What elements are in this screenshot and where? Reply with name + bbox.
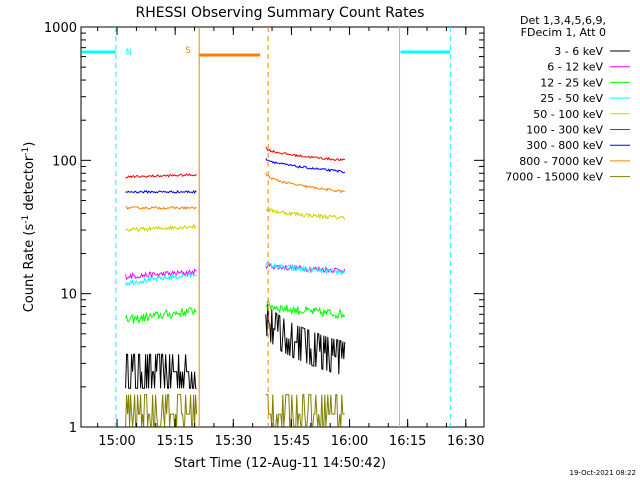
y-tick-label: 100 (52, 154, 77, 169)
series-line (265, 146, 346, 162)
series-line (125, 173, 197, 179)
x-tick-label: 15:15 (156, 434, 193, 449)
legend-label: 300 - 800 keV (526, 139, 603, 152)
axes: 1 10 100 1000 15:00 15:15 15:30 15:45 16:00 16:15… (44, 21, 485, 449)
legend-label: 3 - 6 keV (554, 45, 603, 58)
legend-label: 25 - 50 keV (540, 92, 603, 105)
legend-label: 50 - 100 keV (533, 108, 603, 121)
x-tick-label: 16:00 (331, 434, 368, 449)
footer-date: 19-Oct-2021 08:22 (570, 469, 636, 477)
series-line (125, 206, 197, 211)
y-tick-label: 10 (60, 288, 77, 303)
series-line (125, 189, 197, 195)
legend-label: 6 - 12 keV (547, 61, 603, 74)
legend-label: 100 - 300 keV (526, 124, 603, 137)
y-axis-label: Count Rate (s-1 detector-1) (21, 142, 37, 313)
legend: Det 1,3,4,5,6,9,FDecim 1, Att 0 3 - 6 keV… (505, 14, 630, 184)
series-line (125, 353, 197, 389)
saa-label: S (185, 46, 190, 56)
x-tick-label: 16:15 (389, 434, 426, 449)
legend-header-line: FDecim 1, Att 0 (521, 26, 606, 39)
x-tick-label: 15:30 (215, 434, 252, 449)
series-line (265, 261, 346, 276)
legend-label: 12 - 25 keV (540, 76, 603, 89)
series-line (265, 394, 345, 427)
y-tick-label: 1000 (44, 21, 77, 36)
series-line (265, 158, 346, 174)
night-label: N (126, 48, 131, 58)
chart-title: RHESSI Observing Summary Count Rates (136, 5, 425, 21)
series-line (125, 223, 197, 233)
legend-label: 7000 - 15000 keV (505, 171, 603, 184)
y-tick-label: 1 (69, 421, 77, 436)
series-line (265, 304, 346, 375)
legend-label: 800 - 7000 keV (519, 155, 603, 168)
x-tick-label: 15:45 (273, 434, 310, 449)
series-line (265, 206, 346, 221)
series-line (125, 272, 197, 287)
series-line (125, 307, 197, 324)
x-axis-label: Start Time (12-Aug-11 14:50:42) (174, 456, 386, 471)
series-group (125, 146, 346, 427)
x-tick-label: 15:00 (98, 434, 135, 449)
x-tick-label: 16:30 (447, 434, 484, 449)
series-line (265, 172, 345, 194)
legend-header-line: Det 1,3,4,5,6,9, (520, 14, 606, 27)
series-line (125, 268, 197, 281)
plot-frame (80, 26, 485, 428)
series-line (125, 394, 198, 427)
series-line (265, 299, 346, 320)
